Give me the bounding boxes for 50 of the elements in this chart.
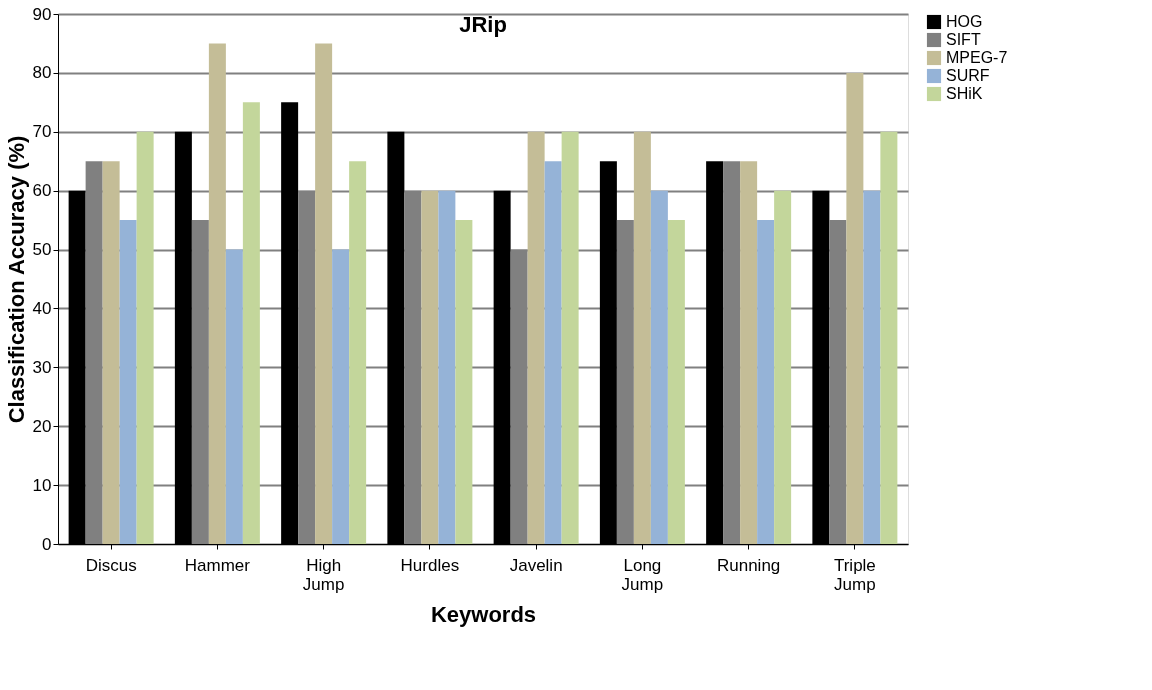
bar xyxy=(740,161,758,544)
bar xyxy=(846,72,864,544)
bar xyxy=(863,190,881,544)
y-tick-label: 90 xyxy=(32,4,52,24)
x-tick-label: Discus xyxy=(85,555,137,575)
bar xyxy=(455,220,473,544)
legend-label: HOG xyxy=(946,13,983,30)
y-tick-label: 20 xyxy=(32,416,52,436)
y-tick-label: 40 xyxy=(32,298,52,318)
bar xyxy=(242,102,260,544)
bar xyxy=(332,249,350,544)
bar xyxy=(561,131,579,544)
y-tick-label: 60 xyxy=(32,181,52,201)
y-tick-label: 50 xyxy=(32,240,52,260)
x-tick-label: Hurdles xyxy=(400,555,460,575)
bar xyxy=(208,43,226,544)
y-tick-label: 0 xyxy=(42,534,52,554)
bar xyxy=(650,190,668,544)
bar xyxy=(119,220,137,544)
legend-label: SIFT xyxy=(946,31,981,48)
y-tick-label: 10 xyxy=(32,475,52,495)
x-tick-label: Hammer xyxy=(184,555,251,575)
bar xyxy=(667,220,685,544)
y-tick-label: 30 xyxy=(32,357,52,377)
bar xyxy=(349,161,367,544)
bar xyxy=(225,249,243,544)
bar xyxy=(136,131,154,544)
bar xyxy=(438,190,456,544)
chart-title: JRip xyxy=(459,12,507,37)
x-tick-label: Javelin xyxy=(509,555,563,575)
x-tick-label: Running xyxy=(716,555,781,575)
y-axis-title: Classification Accuracy (%) xyxy=(3,135,29,424)
bar xyxy=(633,131,651,544)
x-tick-label: Triple Jump xyxy=(833,555,876,594)
bar xyxy=(421,190,439,544)
legend-label: MPEG-7 xyxy=(946,49,1008,66)
bar xyxy=(774,190,792,544)
bar xyxy=(544,161,562,544)
x-tick-label: Long Jump xyxy=(621,555,664,594)
bar xyxy=(527,131,545,544)
bar xyxy=(880,131,898,544)
x-tick-label: High Jump xyxy=(302,555,345,594)
y-tick-label: 70 xyxy=(32,122,52,142)
bar xyxy=(102,161,120,544)
y-tick-label: 80 xyxy=(32,63,52,83)
legend-label: SURF xyxy=(946,67,990,84)
bar xyxy=(757,220,775,544)
legend-label: SHiK xyxy=(946,85,983,102)
x-axis-title: Keywords xyxy=(430,601,537,627)
bar xyxy=(315,43,333,544)
